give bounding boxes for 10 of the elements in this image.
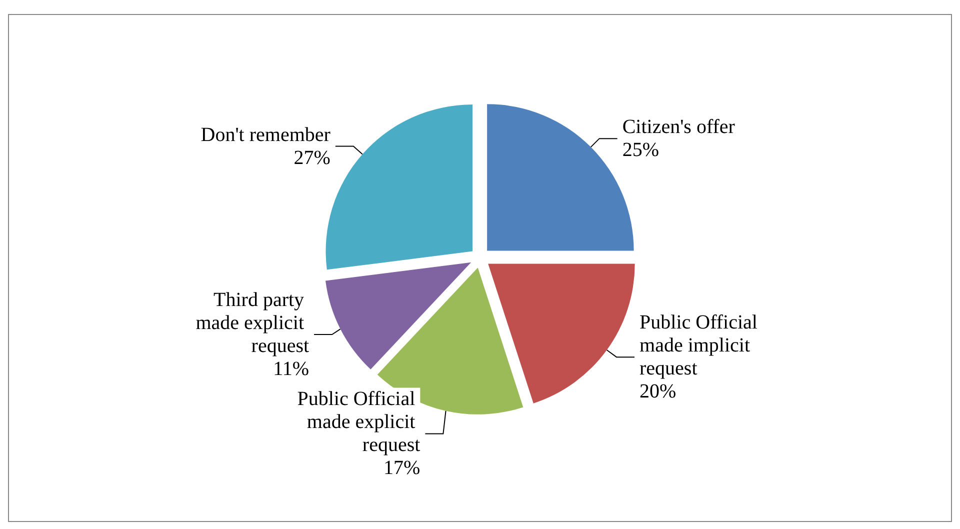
- data-label: 25%: [622, 139, 659, 162]
- slice-label: Don't remember: [200, 124, 331, 146]
- slice-label: Third party made explicit request: [196, 288, 310, 357]
- data-label: 17%: [384, 457, 420, 480]
- slice-label: Public Official made explicit request: [297, 388, 421, 456]
- slice-label: Citizen's offer: [622, 116, 736, 138]
- data-label: 27%: [294, 146, 330, 169]
- slice-label: Public Official made implicit request: [640, 312, 762, 380]
- data-label: 20%: [640, 380, 676, 403]
- data-label: 11%: [273, 358, 310, 380]
